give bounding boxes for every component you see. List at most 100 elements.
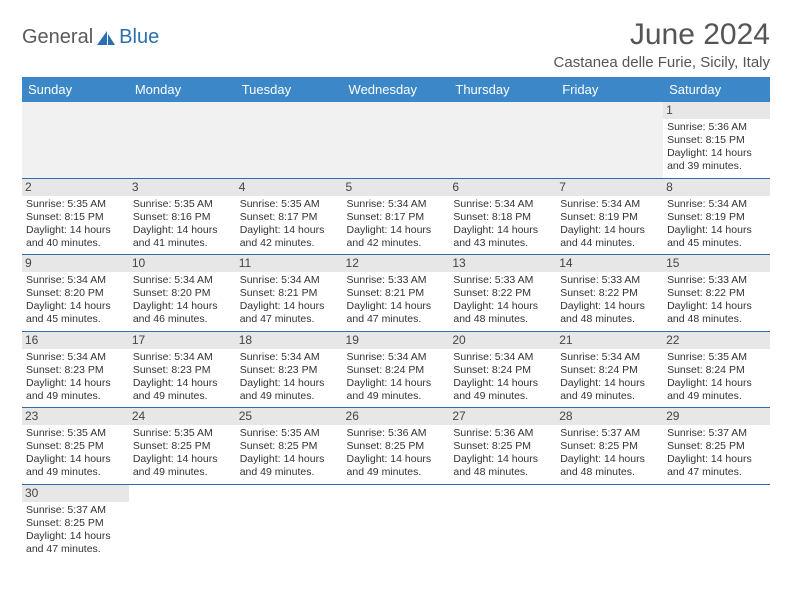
daylight-line: Daylight: 14 hours and 49 minutes. (453, 377, 552, 403)
sunset-line: Sunset: 8:19 PM (667, 211, 766, 224)
daylight-line: Daylight: 14 hours and 39 minutes. (667, 147, 766, 173)
daylight-line: Daylight: 14 hours and 48 minutes. (560, 300, 659, 326)
page-title: June 2024 (554, 18, 770, 52)
calendar-cell (22, 102, 129, 178)
day-number: 10 (129, 255, 236, 272)
sunset-line: Sunset: 8:15 PM (26, 211, 125, 224)
day-number: 23 (22, 408, 129, 425)
sunset-line: Sunset: 8:24 PM (560, 364, 659, 377)
calendar-row: 16Sunrise: 5:34 AMSunset: 8:23 PMDayligh… (22, 331, 770, 408)
sunset-line: Sunset: 8:24 PM (667, 364, 766, 377)
daylight-line: Daylight: 14 hours and 49 minutes. (240, 453, 339, 479)
weekday-header: Sunday (22, 77, 129, 102)
sunset-line: Sunset: 8:19 PM (560, 211, 659, 224)
sunset-line: Sunset: 8:23 PM (26, 364, 125, 377)
sunrise-line: Sunrise: 5:33 AM (560, 274, 659, 287)
day-number: 6 (449, 179, 556, 196)
calendar-cell: 10Sunrise: 5:34 AMSunset: 8:20 PMDayligh… (129, 255, 236, 332)
daylight-line: Daylight: 14 hours and 49 minutes. (26, 377, 125, 403)
daylight-line: Daylight: 14 hours and 42 minutes. (240, 224, 339, 250)
day-number: 26 (343, 408, 450, 425)
sunset-line: Sunset: 8:22 PM (453, 287, 552, 300)
calendar-row: 1Sunrise: 5:36 AMSunset: 8:15 PMDaylight… (22, 102, 770, 178)
calendar-cell: 24Sunrise: 5:35 AMSunset: 8:25 PMDayligh… (129, 408, 236, 485)
calendar-cell (343, 102, 450, 178)
sunset-line: Sunset: 8:18 PM (453, 211, 552, 224)
daylight-line: Daylight: 14 hours and 47 minutes. (347, 300, 446, 326)
brand-part1: General (22, 26, 93, 49)
weekday-header-row: Sunday Monday Tuesday Wednesday Thursday… (22, 77, 770, 102)
calendar-cell: 2Sunrise: 5:35 AMSunset: 8:15 PMDaylight… (22, 178, 129, 255)
calendar-cell: 12Sunrise: 5:33 AMSunset: 8:21 PMDayligh… (343, 255, 450, 332)
daylight-line: Daylight: 14 hours and 41 minutes. (133, 224, 232, 250)
sunset-line: Sunset: 8:25 PM (347, 440, 446, 453)
sunrise-line: Sunrise: 5:35 AM (667, 351, 766, 364)
sunset-line: Sunset: 8:23 PM (133, 364, 232, 377)
calendar-cell: 29Sunrise: 5:37 AMSunset: 8:25 PMDayligh… (663, 408, 770, 485)
sunrise-line: Sunrise: 5:37 AM (26, 504, 125, 517)
sunset-line: Sunset: 8:25 PM (26, 517, 125, 530)
day-number: 15 (663, 255, 770, 272)
daylight-line: Daylight: 14 hours and 42 minutes. (347, 224, 446, 250)
sunrise-line: Sunrise: 5:34 AM (240, 274, 339, 287)
calendar-cell (556, 484, 663, 560)
day-number: 11 (236, 255, 343, 272)
sunset-line: Sunset: 8:25 PM (560, 440, 659, 453)
calendar-cell: 9Sunrise: 5:34 AMSunset: 8:20 PMDaylight… (22, 255, 129, 332)
calendar-cell: 21Sunrise: 5:34 AMSunset: 8:24 PMDayligh… (556, 331, 663, 408)
calendar-cell: 11Sunrise: 5:34 AMSunset: 8:21 PMDayligh… (236, 255, 343, 332)
day-number: 28 (556, 408, 663, 425)
calendar-cell (449, 484, 556, 560)
sunrise-line: Sunrise: 5:35 AM (133, 198, 232, 211)
sunrise-line: Sunrise: 5:34 AM (347, 198, 446, 211)
calendar-cell: 3Sunrise: 5:35 AMSunset: 8:16 PMDaylight… (129, 178, 236, 255)
sunset-line: Sunset: 8:25 PM (453, 440, 552, 453)
daylight-line: Daylight: 14 hours and 47 minutes. (26, 530, 125, 556)
sunrise-line: Sunrise: 5:34 AM (26, 351, 125, 364)
daylight-line: Daylight: 14 hours and 43 minutes. (453, 224, 552, 250)
day-number: 19 (343, 332, 450, 349)
calendar-cell (129, 484, 236, 560)
calendar-cell: 28Sunrise: 5:37 AMSunset: 8:25 PMDayligh… (556, 408, 663, 485)
sunset-line: Sunset: 8:16 PM (133, 211, 232, 224)
day-number: 17 (129, 332, 236, 349)
calendar-cell: 23Sunrise: 5:35 AMSunset: 8:25 PMDayligh… (22, 408, 129, 485)
calendar-cell: 5Sunrise: 5:34 AMSunset: 8:17 PMDaylight… (343, 178, 450, 255)
day-number: 8 (663, 179, 770, 196)
daylight-line: Daylight: 14 hours and 48 minutes. (453, 453, 552, 479)
sunrise-line: Sunrise: 5:36 AM (453, 427, 552, 440)
sunset-line: Sunset: 8:22 PM (667, 287, 766, 300)
daylight-line: Daylight: 14 hours and 49 minutes. (560, 377, 659, 403)
daylight-line: Daylight: 14 hours and 48 minutes. (667, 300, 766, 326)
sunrise-line: Sunrise: 5:36 AM (667, 121, 766, 134)
daylight-line: Daylight: 14 hours and 48 minutes. (453, 300, 552, 326)
weekday-header: Monday (129, 77, 236, 102)
sunrise-line: Sunrise: 5:36 AM (347, 427, 446, 440)
sunrise-line: Sunrise: 5:34 AM (453, 198, 552, 211)
calendar-row: 30 Sunrise: 5:37 AMSunset: 8:25 PMDayligh… (22, 484, 770, 560)
day-number: 2 (22, 179, 129, 196)
sunrise-line: Sunrise: 5:34 AM (560, 351, 659, 364)
calendar-cell: 19Sunrise: 5:34 AMSunset: 8:24 PMDayligh… (343, 331, 450, 408)
sunrise-line: Sunrise: 5:35 AM (26, 427, 125, 440)
calendar-cell: 15 Sunrise: 5:33 AMSunset: 8:22 PMDayligh… (663, 255, 770, 332)
calendar-cell: 25Sunrise: 5:35 AMSunset: 8:25 PMDayligh… (236, 408, 343, 485)
calendar-row: 23Sunrise: 5:35 AMSunset: 8:25 PMDayligh… (22, 408, 770, 485)
sunset-line: Sunset: 8:24 PM (347, 364, 446, 377)
sunrise-line: Sunrise: 5:33 AM (347, 274, 446, 287)
day-number: 27 (449, 408, 556, 425)
brand-part2: Blue (119, 26, 159, 49)
weekday-header: Friday (556, 77, 663, 102)
sunrise-line: Sunrise: 5:33 AM (667, 274, 766, 287)
sunrise-line: Sunrise: 5:34 AM (560, 198, 659, 211)
day-number: 30 (22, 485, 129, 502)
day-number: 16 (22, 332, 129, 349)
calendar-cell: 17Sunrise: 5:34 AMSunset: 8:23 PMDayligh… (129, 331, 236, 408)
sunrise-line: Sunrise: 5:33 AM (453, 274, 552, 287)
daylight-line: Daylight: 14 hours and 49 minutes. (26, 453, 125, 479)
sunrise-line: Sunrise: 5:35 AM (26, 198, 125, 211)
sunrise-line: Sunrise: 5:37 AM (667, 427, 766, 440)
weekday-header: Wednesday (343, 77, 450, 102)
sunset-line: Sunset: 8:21 PM (347, 287, 446, 300)
day-number: 13 (449, 255, 556, 272)
